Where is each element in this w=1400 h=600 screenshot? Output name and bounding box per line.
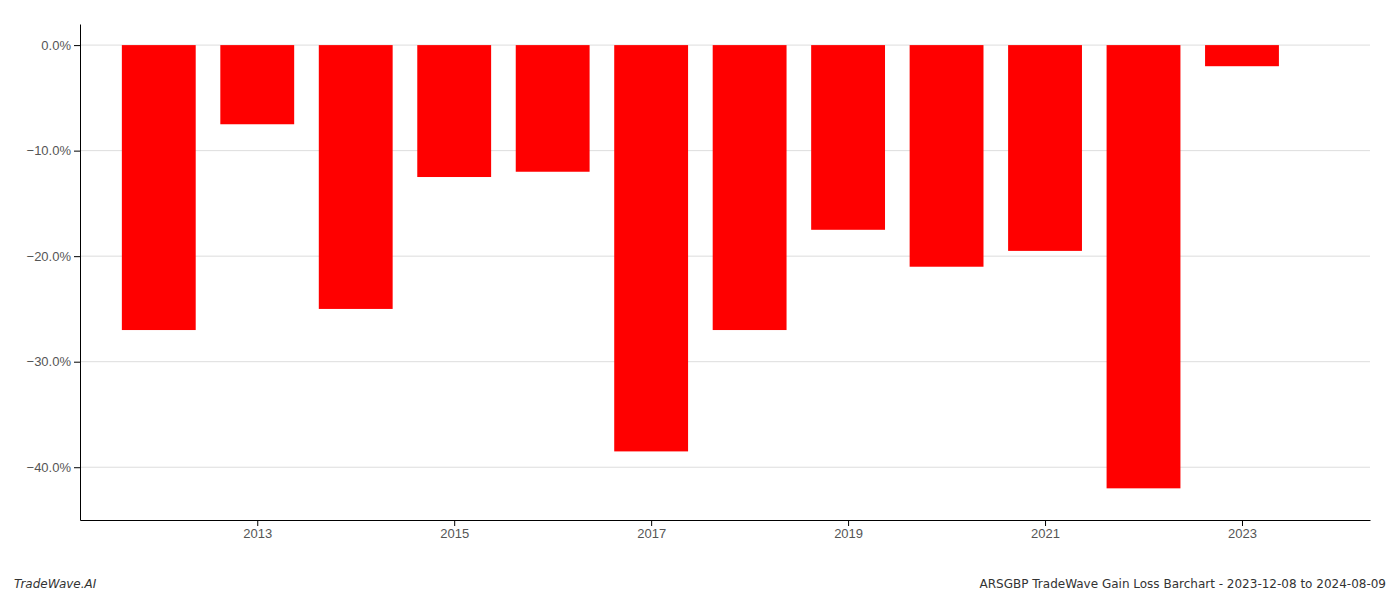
x-tick-label: 2015 <box>440 526 469 541</box>
y-tick: −10.0% <box>27 143 80 158</box>
x-tick: 2021 <box>1031 520 1060 541</box>
bar <box>1008 45 1082 251</box>
x-tick-label: 2021 <box>1031 526 1060 541</box>
y-tick-mark <box>74 151 80 152</box>
x-axis-line <box>81 520 1371 521</box>
y-tick: 0.0% <box>41 38 80 53</box>
x-tick-label: 2013 <box>243 526 272 541</box>
x-tick-mark <box>651 520 652 526</box>
bar <box>220 45 294 124</box>
bars <box>122 45 1279 488</box>
chart: 0.0% −10.0% −20.0% −30.0% −40.0% 2013 2015 2017… <box>0 0 1400 600</box>
footer-right: ARSGBP TradeWave Gain Loss Barchart - 20… <box>980 577 1386 591</box>
y-tick-label: −20.0% <box>27 249 72 264</box>
y-tick: −30.0% <box>27 354 80 369</box>
bar <box>713 45 787 330</box>
x-axis: 2013 2015 2017 2019 2021 2023 <box>81 520 1371 541</box>
y-tick-label: 0.0% <box>41 38 71 53</box>
y-tick-label: −40.0% <box>27 460 72 475</box>
x-tick: 2023 <box>1228 520 1257 541</box>
x-tick: 2015 <box>440 520 469 541</box>
x-tick-mark <box>257 520 258 526</box>
y-tick-label: −30.0% <box>27 354 72 369</box>
plot: 0.0% −10.0% −20.0% −30.0% −40.0% 2013 2015 2017… <box>27 25 1371 542</box>
y-tick-mark <box>74 362 80 363</box>
footer-left: TradeWave.AI <box>14 577 97 591</box>
x-tick: 2017 <box>637 520 666 541</box>
bar <box>910 45 984 267</box>
y-tick-mark <box>74 467 80 468</box>
x-tick-mark <box>1045 520 1046 526</box>
x-tick-mark <box>848 520 849 526</box>
y-tick-mark <box>74 256 80 257</box>
bar <box>516 45 590 172</box>
x-tick-mark <box>1242 520 1243 526</box>
x-tick: 2013 <box>243 520 272 541</box>
bar <box>811 45 885 230</box>
y-tick: −40.0% <box>27 460 80 475</box>
x-tick-label: 2023 <box>1228 526 1257 541</box>
bar <box>122 45 196 330</box>
y-tick-label: −10.0% <box>27 143 72 158</box>
y-tick: −20.0% <box>27 249 80 264</box>
y-axis-line <box>80 25 81 521</box>
y-axis: 0.0% −10.0% −20.0% −30.0% −40.0% <box>27 25 81 521</box>
x-tick-mark <box>454 520 455 526</box>
x-tick-label: 2019 <box>834 526 863 541</box>
bar <box>1205 45 1279 66</box>
y-tick-mark <box>74 45 80 46</box>
bar <box>319 45 393 309</box>
bar <box>1107 45 1181 488</box>
bar <box>614 45 688 451</box>
bar <box>417 45 491 177</box>
x-tick: 2019 <box>834 520 863 541</box>
x-tick-label: 2017 <box>637 526 666 541</box>
